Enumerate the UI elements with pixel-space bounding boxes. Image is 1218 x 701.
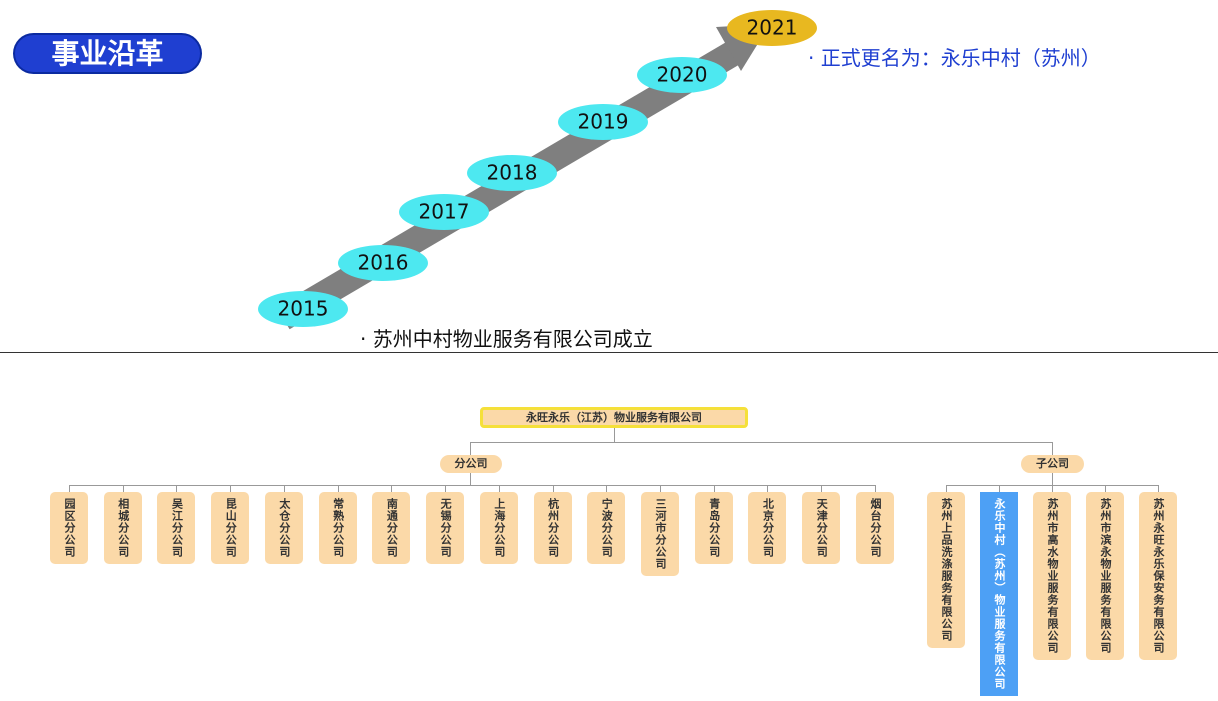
org-unit: 太仓分公司 bbox=[264, 492, 303, 564]
year-marker bbox=[637, 57, 727, 93]
year-marker bbox=[727, 10, 817, 46]
org-unit: 苏州市高水物业服务有限公司 bbox=[1033, 492, 1071, 660]
org-unit: 南通分公司 bbox=[372, 492, 411, 564]
year-marker bbox=[258, 291, 348, 327]
connector bbox=[69, 485, 875, 486]
year-label: 2018 bbox=[487, 161, 538, 185]
year-marker bbox=[338, 245, 428, 281]
connector bbox=[999, 485, 1000, 492]
timeline: 2015 2016 2017 2018 2019 2020 2021 bbox=[258, 10, 817, 330]
org-unit: 昆山分公司 bbox=[211, 492, 250, 564]
connector bbox=[283, 485, 285, 492]
connector bbox=[946, 485, 947, 492]
connector bbox=[391, 485, 393, 492]
org-unit: 永乐中村（苏州）物业服务有限公司 bbox=[980, 492, 1018, 696]
org-unit: 宁波分公司 bbox=[587, 492, 626, 564]
year-label: 2016 bbox=[358, 251, 409, 275]
org-unit: 无锡分公司 bbox=[426, 492, 465, 564]
branches-label: 分公司 bbox=[440, 455, 502, 473]
subsidiaries-label: 子公司 bbox=[1021, 455, 1084, 473]
org-unit: 天津分公司 bbox=[802, 492, 841, 564]
connector bbox=[230, 485, 232, 492]
event: · 正式更名为：永乐中村（苏州） bbox=[808, 46, 1101, 70]
connector bbox=[498, 485, 500, 492]
connector bbox=[122, 485, 124, 492]
org-unit: 青岛分公司 bbox=[694, 492, 733, 564]
connector bbox=[470, 442, 471, 455]
connector bbox=[821, 485, 823, 492]
connector bbox=[1158, 485, 1159, 492]
org-unit: 苏州上品洗涤服务有限公司 bbox=[927, 492, 965, 648]
org-unit: 三河市分公司 bbox=[641, 492, 680, 576]
org-unit: 常熟分公司 bbox=[318, 492, 357, 564]
year-marker bbox=[399, 194, 489, 230]
org-unit: 杭州分公司 bbox=[533, 492, 572, 564]
year-label: 2015 bbox=[278, 297, 329, 321]
connector bbox=[337, 485, 339, 492]
connector bbox=[713, 485, 715, 492]
year-marker bbox=[467, 155, 557, 191]
year-label: 2020 bbox=[657, 63, 708, 87]
connector bbox=[1052, 485, 1053, 492]
connector bbox=[470, 442, 1053, 443]
org-unit: 苏州永旺永乐保安务有限公司 bbox=[1139, 492, 1177, 660]
org-unit: 园区分公司 bbox=[50, 492, 88, 564]
connector bbox=[445, 485, 447, 492]
section-title: 事业沿革 bbox=[15, 35, 200, 72]
org-unit: 相城分公司 bbox=[103, 492, 142, 564]
connector bbox=[176, 485, 178, 492]
connector bbox=[660, 485, 662, 492]
org-root: 永旺永乐（江苏）物业服务有限公司 bbox=[480, 407, 748, 428]
org-unit: 上海分公司 bbox=[479, 492, 518, 564]
connector bbox=[606, 485, 608, 492]
org-unit: 北京分公司 bbox=[748, 492, 787, 564]
org-unit: 吴江分公司 bbox=[157, 492, 196, 564]
connector bbox=[1052, 473, 1053, 485]
org-unit: 苏州市滨永物业服务有限公司 bbox=[1086, 492, 1124, 660]
connector bbox=[470, 473, 471, 485]
connector bbox=[69, 485, 70, 492]
connector bbox=[552, 485, 554, 492]
year-label: 2021 bbox=[747, 16, 798, 40]
connector bbox=[1052, 442, 1053, 455]
year-label: 2019 bbox=[578, 110, 629, 134]
year-label: 2017 bbox=[419, 200, 470, 224]
divider bbox=[0, 352, 1218, 353]
event: · 苏州中村物业服务有限公司成立 bbox=[360, 327, 653, 351]
connector bbox=[874, 485, 876, 492]
year-marker bbox=[558, 104, 648, 140]
connector bbox=[1105, 485, 1106, 492]
org-unit: 烟台分公司 bbox=[855, 492, 894, 564]
connector bbox=[767, 485, 769, 492]
connector bbox=[614, 428, 615, 442]
